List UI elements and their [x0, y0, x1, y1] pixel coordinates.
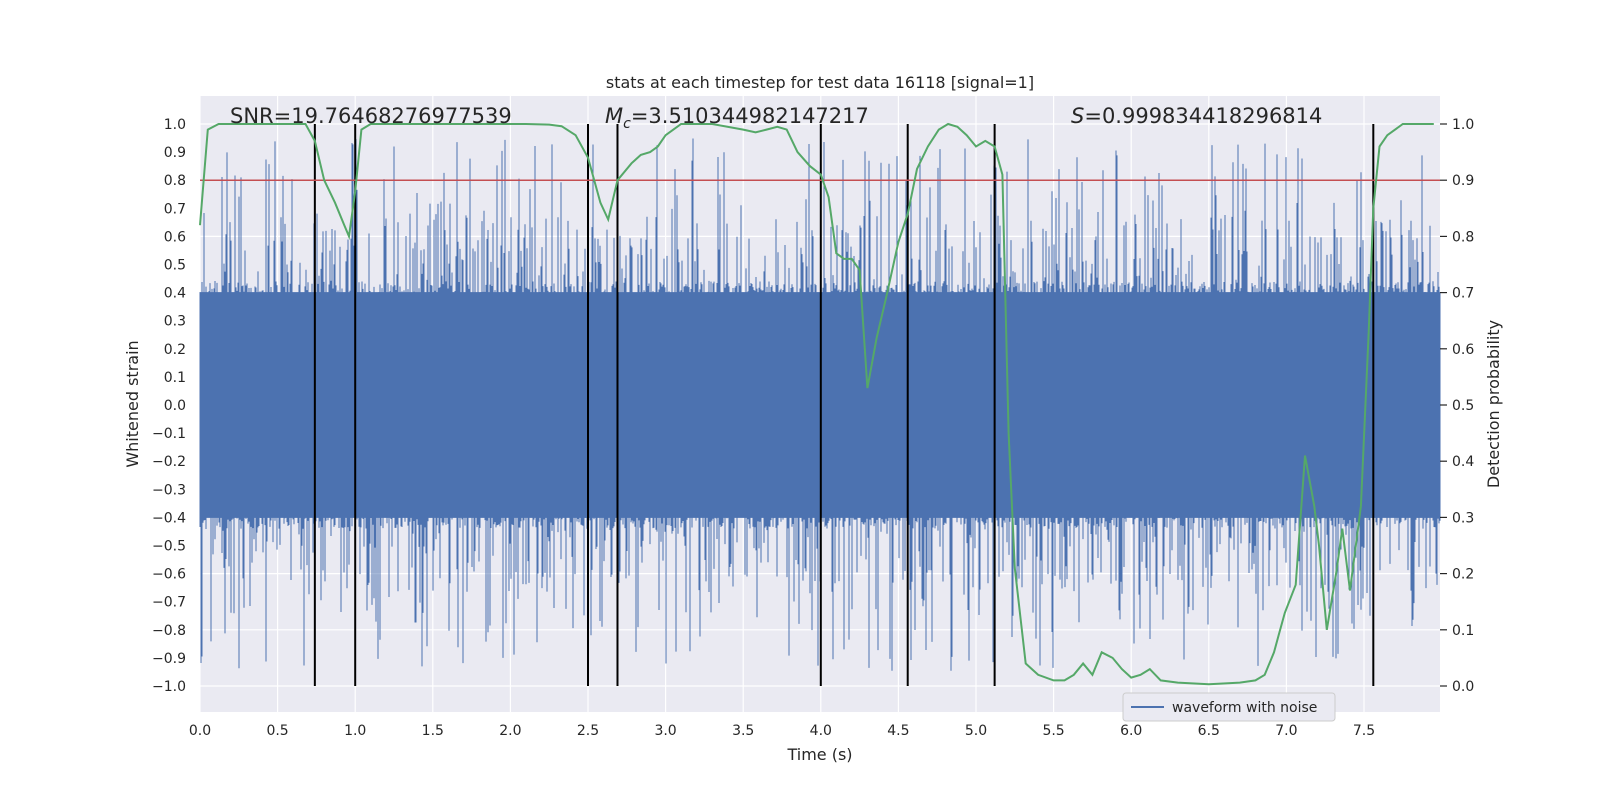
- s-value: =0.999834418296814: [1084, 104, 1322, 128]
- y-tick-label: −0.4: [152, 510, 186, 526]
- y2-axis-label: Detection probability: [1484, 320, 1503, 488]
- y2-tick-label: 0.3: [1452, 510, 1474, 526]
- y-tick-label: 0.5: [164, 258, 186, 274]
- y-tick-label: 0.9: [164, 145, 186, 161]
- y-tick-labels: 1.0 0.9 0.8 0.7 0.6 0.5 0.4 0.3 0.2 0.1 0.0 −0.1 −0.…: [152, 117, 186, 695]
- x-tick-label: 5.5: [1042, 723, 1064, 739]
- y2-tick-label: 0.8: [1452, 229, 1474, 245]
- x-tick-label: 0.0: [189, 723, 211, 739]
- y2-tick-label: 0.7: [1452, 286, 1474, 302]
- x-tick-label: 5.0: [965, 723, 987, 739]
- x-tick-label: 6.5: [1198, 723, 1220, 739]
- x-tick-labels: 0.0 0.5 1.0 1.5 2.0 2.5 3.0 3.5 4.0 4.5 5.0 5.5 6.0 6…: [189, 723, 1375, 739]
- snr-annotation: SNR=19.76468276977539: [230, 104, 512, 128]
- chirp-mass-symbol: M: [605, 104, 623, 128]
- x-tick-label: 3.0: [654, 723, 676, 739]
- y2-tick-label: 1.0: [1452, 117, 1474, 133]
- y-tick-label: 0.0: [164, 398, 186, 414]
- s-annotation: S=0.999834418296814: [1071, 104, 1322, 128]
- y-tick-label: −0.6: [152, 567, 186, 583]
- y-tick-label: −0.1: [152, 426, 186, 442]
- legend-box: [1122, 692, 1336, 722]
- y-tick-label: 0.4: [164, 286, 186, 302]
- y-tick-label: −0.2: [152, 454, 186, 470]
- detection-probability-line: [199, 122, 1434, 686]
- y-tick-label: 0.3: [164, 314, 186, 330]
- y-tick-label: 0.7: [164, 201, 186, 217]
- x-tick-label: 0.5: [266, 723, 288, 739]
- y-tick-label: 0.6: [164, 229, 186, 245]
- y2-tick-labels: 1.0 0.9 0.8 0.7 0.6 0.5 0.4 0.3 0.2 0.1 0.0: [1440, 117, 1474, 695]
- chirp-mass-subscript: c: [623, 116, 631, 132]
- x-tick-label: 2.5: [577, 723, 599, 739]
- y-tick-label: −1.0: [152, 679, 186, 695]
- y-tick-label: 0.8: [164, 173, 186, 189]
- y-tick-label: −0.8: [152, 623, 186, 639]
- y2-tick-label: 0.9: [1452, 173, 1474, 189]
- y-tick-label: 0.1: [164, 370, 186, 386]
- legend-label: waveform with noise: [1172, 700, 1317, 716]
- y2-tick-label: 0.5: [1452, 398, 1474, 414]
- chirp-mass-value: =3.510344982147217: [631, 104, 869, 128]
- y2-tick-label: 0.6: [1452, 342, 1474, 358]
- chirp-mass-annotation: Mc=3.510344982147217: [605, 104, 869, 132]
- y-tick-label: −0.3: [152, 482, 186, 498]
- x-tick-label: 1.5: [422, 723, 444, 739]
- y2-tick-label: 0.4: [1452, 454, 1474, 470]
- y-tick-label: 0.2: [164, 342, 186, 358]
- legend: waveform with noise: [1122, 692, 1336, 722]
- chart-title: stats at each timestep for test data 161…: [606, 73, 1034, 92]
- y-tick-label: −0.5: [152, 539, 186, 555]
- y2-tick-label: 0.0: [1452, 679, 1474, 695]
- x-tick-label: 4.0: [810, 723, 832, 739]
- x-axis-label: Time (s): [786, 745, 852, 764]
- y-tick-label: −0.7: [152, 595, 186, 611]
- x-tick-label: 3.5: [732, 723, 754, 739]
- y2-tick-label: 0.2: [1452, 567, 1474, 583]
- y-tick-label: −0.9: [152, 651, 186, 667]
- x-tick-label: 1.0: [344, 723, 366, 739]
- y-tick-label: 1.0: [164, 117, 186, 133]
- s-symbol: S: [1071, 104, 1084, 128]
- y-axis-label: Whitened strain: [123, 340, 142, 467]
- y2-tick-label: 0.1: [1452, 623, 1474, 639]
- x-tick-label: 7.5: [1353, 723, 1375, 739]
- x-tick-label: 2.0: [499, 723, 521, 739]
- x-tick-label: 4.5: [887, 723, 909, 739]
- x-tick-label: 6.0: [1120, 723, 1142, 739]
- x-tick-label: 7.0: [1275, 723, 1297, 739]
